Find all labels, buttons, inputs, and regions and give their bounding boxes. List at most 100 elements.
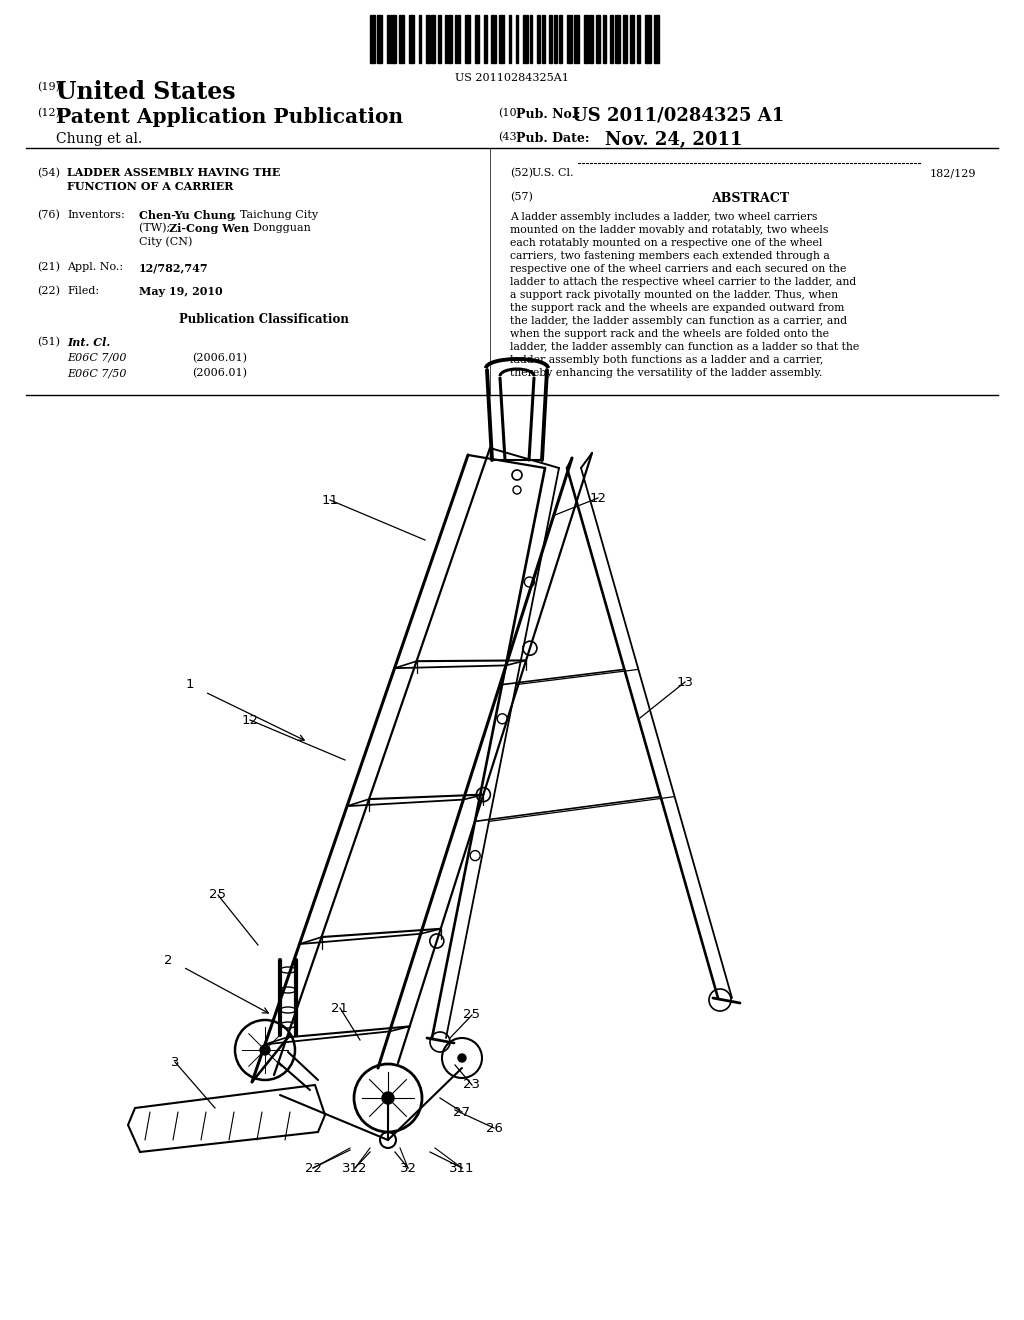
Text: Appl. No.:: Appl. No.: xyxy=(67,261,123,272)
Text: (19): (19) xyxy=(37,82,60,92)
Text: ABSTRACT: ABSTRACT xyxy=(711,191,790,205)
Text: each rotatably mounted on a respective one of the wheel: each rotatably mounted on a respective o… xyxy=(510,238,822,248)
Bar xyxy=(484,15,487,63)
Bar xyxy=(387,15,389,63)
Text: 25: 25 xyxy=(210,888,226,902)
Bar xyxy=(431,15,434,63)
Circle shape xyxy=(260,1045,270,1055)
Text: US 2011/0284325 A1: US 2011/0284325 A1 xyxy=(572,107,784,125)
Bar xyxy=(630,15,634,63)
Bar xyxy=(465,15,470,63)
Text: E06C 7/00: E06C 7/00 xyxy=(67,352,127,363)
Text: (76): (76) xyxy=(37,210,59,220)
Text: , Dongguan: , Dongguan xyxy=(246,223,311,234)
Bar xyxy=(370,15,375,63)
Text: (10): (10) xyxy=(498,108,521,119)
Text: Publication Classification: Publication Classification xyxy=(178,313,348,326)
Text: Int. Cl.: Int. Cl. xyxy=(67,337,111,348)
Text: thereby enhancing the versatility of the ladder assembly.: thereby enhancing the versatility of the… xyxy=(510,368,822,378)
Bar xyxy=(585,15,588,63)
Bar xyxy=(523,15,528,63)
Text: (57): (57) xyxy=(510,191,532,202)
Bar xyxy=(596,15,599,63)
Text: Chung et al.: Chung et al. xyxy=(56,132,142,147)
Bar xyxy=(537,15,540,63)
Text: 13: 13 xyxy=(677,676,693,689)
Text: 311: 311 xyxy=(450,1162,475,1175)
Text: 21: 21 xyxy=(332,1002,348,1015)
Bar xyxy=(475,15,479,63)
Text: 23: 23 xyxy=(464,1078,480,1092)
Text: 1: 1 xyxy=(185,678,195,692)
Text: (2006.01): (2006.01) xyxy=(193,352,247,363)
Bar xyxy=(542,15,545,63)
Text: , Taichung City: , Taichung City xyxy=(233,210,318,220)
Bar xyxy=(624,15,627,63)
Circle shape xyxy=(458,1053,466,1063)
Text: 32: 32 xyxy=(399,1162,417,1175)
Text: 22: 22 xyxy=(304,1162,322,1175)
Bar xyxy=(554,15,557,63)
Text: City (CN): City (CN) xyxy=(139,236,193,247)
Bar xyxy=(589,15,593,63)
Text: 27: 27 xyxy=(454,1106,470,1118)
Text: E06C 7/50: E06C 7/50 xyxy=(67,368,127,378)
Bar xyxy=(455,15,457,63)
Text: (43): (43) xyxy=(498,132,521,143)
Bar xyxy=(410,15,414,63)
Text: United States: United States xyxy=(56,81,236,104)
Bar xyxy=(509,15,511,63)
Text: when the support rack and the wheels are folded onto the: when the support rack and the wheels are… xyxy=(510,329,829,339)
Bar xyxy=(516,15,518,63)
Bar xyxy=(603,15,606,63)
Bar xyxy=(419,15,421,63)
Text: 12: 12 xyxy=(590,491,606,504)
Text: 25: 25 xyxy=(464,1008,480,1022)
Bar xyxy=(654,15,659,63)
Text: Inventors:: Inventors: xyxy=(67,210,125,220)
Bar xyxy=(614,15,620,63)
Text: (51): (51) xyxy=(37,337,60,347)
Text: 3: 3 xyxy=(171,1056,179,1068)
Text: the support rack and the wheels are expanded outward from: the support rack and the wheels are expa… xyxy=(510,304,845,313)
Text: 12/782,747: 12/782,747 xyxy=(139,261,209,273)
Bar xyxy=(426,15,429,63)
Bar xyxy=(559,15,562,63)
Bar xyxy=(637,15,640,63)
Text: 312: 312 xyxy=(342,1162,368,1175)
Text: May 19, 2010: May 19, 2010 xyxy=(139,286,222,297)
Bar xyxy=(567,15,572,63)
Bar xyxy=(499,15,504,63)
Text: a support rack pivotally mounted on the ladder. Thus, when: a support rack pivotally mounted on the … xyxy=(510,290,838,300)
Text: 2: 2 xyxy=(164,953,172,966)
Bar xyxy=(609,15,613,63)
Text: FUNCTION OF A CARRIER: FUNCTION OF A CARRIER xyxy=(67,181,233,191)
Text: Pub. Date:: Pub. Date: xyxy=(516,132,590,145)
Text: (2006.01): (2006.01) xyxy=(193,368,247,379)
Bar xyxy=(449,15,452,63)
Text: Filed:: Filed: xyxy=(67,286,99,296)
Text: the ladder, the ladder assembly can function as a carrier, and: the ladder, the ladder assembly can func… xyxy=(510,315,847,326)
Text: respective one of the wheel carriers and each secured on the: respective one of the wheel carriers and… xyxy=(510,264,847,275)
Text: 11: 11 xyxy=(322,494,339,507)
Text: LADDER ASSEMBLY HAVING THE: LADDER ASSEMBLY HAVING THE xyxy=(67,168,281,178)
Text: 12: 12 xyxy=(242,714,258,726)
Text: mounted on the ladder movably and rotatably, two wheels: mounted on the ladder movably and rotata… xyxy=(510,224,828,235)
Text: Nov. 24, 2011: Nov. 24, 2011 xyxy=(605,131,742,149)
Bar xyxy=(377,15,382,63)
Bar xyxy=(459,15,460,63)
Bar xyxy=(574,15,580,63)
Text: ladder, the ladder assembly can function as a ladder so that the: ladder, the ladder assembly can function… xyxy=(510,342,859,352)
Text: 182/129: 182/129 xyxy=(930,168,977,178)
Text: Pub. No.:: Pub. No.: xyxy=(516,108,581,121)
Bar xyxy=(529,15,531,63)
Text: (21): (21) xyxy=(37,261,60,272)
Bar xyxy=(645,15,650,63)
Bar xyxy=(549,15,552,63)
Text: A ladder assembly includes a ladder, two wheel carriers: A ladder assembly includes a ladder, two… xyxy=(510,213,817,222)
Text: ladder to attach the respective wheel carrier to the ladder, and: ladder to attach the respective wheel ca… xyxy=(510,277,856,286)
Text: U.S. Cl.: U.S. Cl. xyxy=(532,168,573,178)
Text: (12): (12) xyxy=(37,108,60,119)
Text: Chen-Yu Chung: Chen-Yu Chung xyxy=(139,210,234,220)
Text: (TW);: (TW); xyxy=(139,223,174,234)
